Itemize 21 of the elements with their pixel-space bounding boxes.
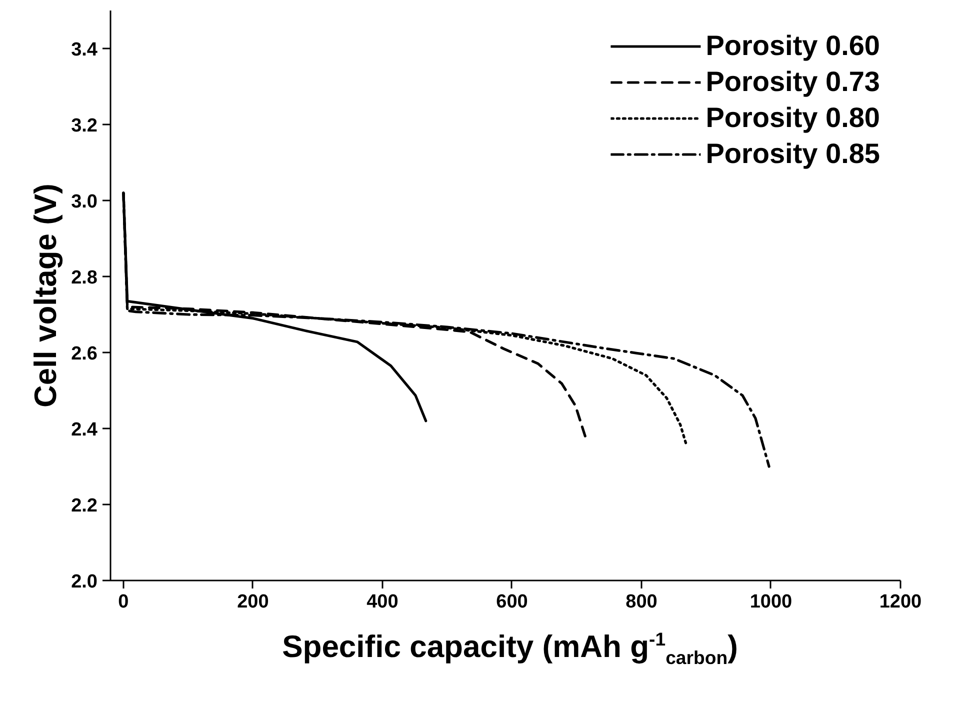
y-tick-label: 3.4: [71, 40, 98, 60]
legend-label: Porosity 0.85: [706, 138, 880, 170]
x-tick-label: 1200: [879, 592, 922, 612]
y-tick-label: 2.4: [71, 420, 98, 440]
y-tick-label: 2.0: [71, 572, 98, 592]
x-tick-label: 400: [366, 592, 398, 612]
x-tick-label: 800: [626, 592, 658, 612]
legend-label: Porosity 0.80: [706, 102, 880, 134]
legend-label: Porosity 0.73: [706, 66, 880, 98]
y-tick-label: 2.2: [71, 496, 98, 516]
x-tick-label: 600: [496, 592, 528, 612]
y-tick-label: 3.2: [71, 116, 98, 136]
legend-label: Porosity 0.60: [706, 30, 880, 62]
y-tick-label: 2.6: [71, 344, 98, 364]
x-tick-label: 200: [237, 592, 269, 612]
x-axis-title: Specific capacity (mAh g$^{-1}$$_{carbon}$): [281, 628, 739, 670]
x-tick-label: 1000: [750, 592, 792, 612]
y-tick-label: 3.0: [71, 192, 98, 212]
x-tick-label: 0: [118, 592, 129, 612]
y-axis-title: Cell voltage (V): [28, 184, 64, 408]
y-tick-label: 2.8: [71, 268, 98, 288]
